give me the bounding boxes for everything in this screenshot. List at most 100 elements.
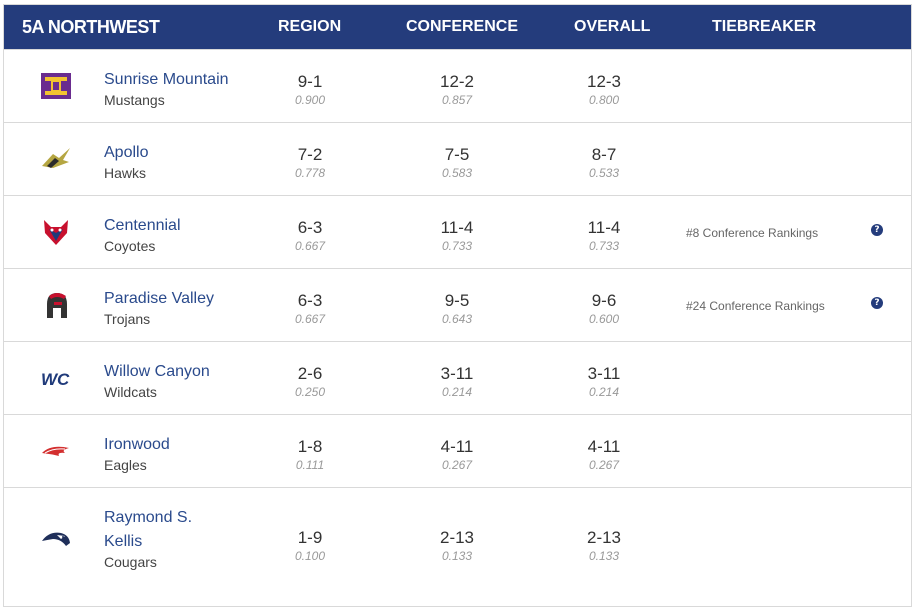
win-loss: 12-2 xyxy=(439,72,475,91)
win-loss: 12-3 xyxy=(586,72,622,91)
conference-record: 3-11 0.214 xyxy=(417,364,497,400)
win-pct: 0.667 xyxy=(294,239,326,253)
win-loss: 3-11 xyxy=(440,364,474,383)
table-row: WC Willow Canyon Wildcats 2-6 0.250 3-11… xyxy=(4,341,911,414)
overall-record: 9-6 0.600 xyxy=(564,291,644,327)
team-name-link[interactable]: Apollo xyxy=(104,144,149,161)
win-loss: 4-11 xyxy=(440,437,474,456)
win-pct: 0.100 xyxy=(294,549,326,563)
win-pct: 0.667 xyxy=(294,312,326,326)
win-loss: 9-5 xyxy=(444,291,470,310)
win-loss: 2-13 xyxy=(439,528,475,547)
team-mascot: Mustangs xyxy=(104,92,165,108)
team-name-link[interactable]: Sunrise Mountain xyxy=(104,71,229,88)
win-pct: 0.733 xyxy=(441,239,473,253)
overall-record: 12-3 0.800 xyxy=(564,72,644,108)
region-record: 7-2 0.778 xyxy=(270,145,350,181)
team-name-link[interactable]: Paradise Valley xyxy=(104,290,214,307)
team-name-link[interactable]: Willow Canyon xyxy=(104,363,210,380)
overall-record: 4-11 0.267 xyxy=(564,437,644,473)
region-record: 9-1 0.900 xyxy=(270,72,350,108)
overall-record: 3-11 0.214 xyxy=(564,364,644,400)
standings-table: 5A NORTHWEST REGION CONFERENCE OVERALL T… xyxy=(3,4,912,607)
team-name-link[interactable]: Ironwood xyxy=(104,436,170,453)
region-record: 2-6 0.250 xyxy=(270,364,350,400)
team-name-link[interactable]: Raymond S. Kellis xyxy=(104,506,192,554)
question-icon[interactable]: ? xyxy=(871,297,883,309)
tiebreaker-text: #24 Conference Rankings xyxy=(686,299,825,313)
eagles-logo-icon[interactable] xyxy=(36,435,76,467)
win-loss: 4-11 xyxy=(587,437,621,456)
table-row: Sunrise Mountain Mustangs 9-1 0.900 12-2… xyxy=(4,49,911,122)
team-mascot: Cougars xyxy=(104,554,157,570)
win-pct: 0.111 xyxy=(295,458,325,472)
team-mascot: Eagles xyxy=(104,457,147,473)
win-loss: 1-9 xyxy=(297,528,323,547)
win-pct: 0.533 xyxy=(588,166,620,180)
column-header-conference[interactable]: CONFERENCE xyxy=(406,18,519,35)
overall-record: 2-13 0.133 xyxy=(564,528,644,564)
division-title: 5A NORTHWEST xyxy=(22,17,160,37)
win-loss: 2-6 xyxy=(297,364,323,383)
win-pct: 0.133 xyxy=(588,549,620,563)
win-loss: 2-13 xyxy=(586,528,622,547)
win-pct: 0.267 xyxy=(441,458,473,472)
win-pct: 0.583 xyxy=(441,166,473,180)
cougars-logo-icon[interactable] xyxy=(36,524,76,556)
column-header-overall[interactable]: OVERALL xyxy=(574,18,651,35)
win-pct: 0.214 xyxy=(588,385,620,399)
trojans-logo-icon[interactable] xyxy=(36,289,76,321)
win-loss: 8-7 xyxy=(591,145,617,164)
conference-record: 4-11 0.267 xyxy=(417,437,497,473)
win-loss: 9-1 xyxy=(297,72,323,91)
wildcats-logo-icon[interactable]: WC xyxy=(36,362,76,394)
team-name-line2: Kellis xyxy=(104,533,143,550)
conference-record: 9-5 0.643 xyxy=(417,291,497,327)
overall-record: 8-7 0.533 xyxy=(564,145,644,181)
coyotes-logo-icon[interactable] xyxy=(36,216,76,248)
table-row: Centennial Coyotes 6-3 0.667 11-4 0.733 … xyxy=(4,195,911,268)
team-mascot: Coyotes xyxy=(104,238,156,254)
win-pct: 0.800 xyxy=(588,93,620,107)
win-pct: 0.857 xyxy=(441,93,473,107)
win-loss: 3-11 xyxy=(587,364,621,383)
win-pct: 0.600 xyxy=(588,312,620,326)
win-pct: 0.214 xyxy=(441,385,473,399)
win-pct: 0.778 xyxy=(294,166,326,180)
tiebreaker-text: #8 Conference Rankings xyxy=(686,226,819,240)
table-header: 5A NORTHWEST REGION CONFERENCE OVERALL T… xyxy=(4,5,911,49)
win-loss: 6-3 xyxy=(297,218,323,237)
conference-record: 12-2 0.857 xyxy=(417,72,497,108)
column-header-region[interactable]: REGION xyxy=(278,18,342,35)
win-loss: 7-2 xyxy=(297,145,323,164)
win-loss: 7-5 xyxy=(444,145,470,164)
team-name-link[interactable]: Centennial xyxy=(104,217,181,234)
win-pct: 0.133 xyxy=(441,549,473,563)
win-loss: 11-4 xyxy=(440,218,474,237)
win-loss: 9-6 xyxy=(591,291,617,310)
table-row: Ironwood Eagles 1-8 0.111 4-11 0.267 4-1… xyxy=(4,414,911,487)
region-record: 1-9 0.100 xyxy=(270,528,350,564)
team-mascot: Trojans xyxy=(104,311,151,327)
region-record: 6-3 0.667 xyxy=(270,218,350,254)
hawks-logo-icon[interactable] xyxy=(36,143,76,175)
question-icon[interactable]: ? xyxy=(871,224,883,236)
team-mascot: Wildcats xyxy=(104,384,157,400)
win-pct: 0.643 xyxy=(441,312,473,326)
region-record: 1-8 0.111 xyxy=(270,437,350,473)
win-pct: 0.267 xyxy=(588,458,620,472)
win-pct: 0.733 xyxy=(588,239,620,253)
column-header-tiebreaker[interactable]: TIEBREAKER xyxy=(712,18,817,35)
table-row: Apollo Hawks 7-2 0.778 7-5 0.583 8-7 0.5… xyxy=(4,122,911,195)
svg-text:WC: WC xyxy=(41,370,70,389)
win-loss: 11-4 xyxy=(587,218,621,237)
overall-record: 11-4 0.733 xyxy=(564,218,644,254)
table-row: Paradise Valley Trojans 6-3 0.667 9-5 0.… xyxy=(4,268,911,341)
win-loss: 6-3 xyxy=(297,291,323,310)
team-mascot: Hawks xyxy=(104,165,147,181)
mustangs-logo-icon[interactable] xyxy=(36,70,76,102)
conference-record: 7-5 0.583 xyxy=(417,145,497,181)
win-pct: 0.900 xyxy=(294,93,326,107)
region-record: 6-3 0.667 xyxy=(270,291,350,327)
win-loss: 1-8 xyxy=(297,437,323,456)
